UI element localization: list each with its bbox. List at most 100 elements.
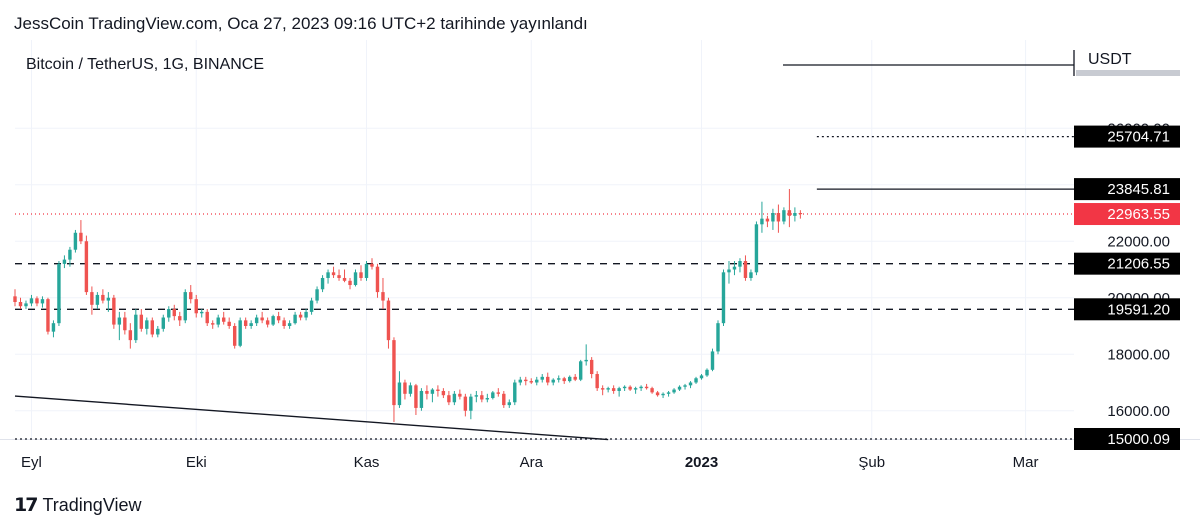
candle — [364, 261, 369, 281]
candle-body — [364, 263, 369, 278]
candle-body — [46, 299, 50, 332]
candle-body — [293, 314, 297, 324]
candle — [216, 314, 220, 328]
candle-body — [348, 280, 352, 286]
candle — [716, 320, 720, 355]
candle-body — [232, 326, 237, 346]
candle-body — [221, 317, 226, 322]
candle — [200, 309, 204, 318]
candle-body — [29, 298, 34, 304]
candle-body — [463, 396, 468, 411]
candle-body — [337, 275, 341, 278]
candle — [342, 269, 347, 283]
candle — [293, 311, 297, 325]
candle — [320, 275, 325, 293]
candle — [172, 304, 176, 321]
candle — [29, 294, 34, 307]
candle-body — [194, 299, 198, 314]
candle-body — [211, 323, 215, 325]
candle-body — [51, 323, 56, 332]
candle-body — [13, 296, 17, 302]
candle-body — [705, 369, 709, 376]
candle — [254, 314, 259, 326]
x-tick-label: Eki — [186, 454, 207, 471]
candle — [414, 383, 418, 415]
candle-body — [95, 294, 100, 305]
candle — [167, 306, 171, 322]
candle-body — [469, 396, 473, 411]
trendline — [14, 395, 609, 441]
candle — [452, 390, 457, 406]
candle — [243, 317, 248, 329]
candle — [13, 289, 17, 307]
candle — [46, 297, 50, 335]
candle-body — [771, 213, 775, 222]
candle — [491, 390, 495, 400]
candle — [359, 265, 363, 281]
candle — [546, 372, 550, 386]
candle-body — [573, 376, 577, 380]
candle — [562, 376, 566, 384]
x-tick-label: Eyl — [21, 454, 42, 471]
candle — [529, 378, 533, 384]
candle-body — [716, 323, 720, 352]
candle-body — [562, 378, 566, 382]
candle-body — [309, 300, 314, 312]
candle-body — [502, 393, 506, 406]
price-badge — [1074, 252, 1180, 275]
candle — [183, 289, 187, 324]
candle — [513, 379, 517, 406]
candle — [666, 390, 671, 397]
publish-line: JessCoin TradingView.com, Oca 27, 2023 0… — [14, 14, 588, 33]
candle-body — [265, 320, 270, 325]
candle-body — [205, 311, 209, 324]
candle — [18, 297, 23, 310]
candle — [622, 385, 627, 391]
candle-body — [167, 309, 171, 318]
candle — [721, 269, 726, 326]
candle — [710, 348, 715, 372]
candle — [557, 375, 561, 383]
candle — [485, 393, 490, 403]
x-tick-label: Mar — [1013, 454, 1039, 471]
candle-body — [540, 376, 544, 380]
candle-body — [419, 390, 424, 408]
footer-brand[interactable]: 17 TradingView — [14, 494, 142, 516]
candle — [447, 390, 451, 406]
candle-body — [480, 395, 484, 400]
candle-body — [688, 382, 693, 386]
candle — [397, 371, 402, 408]
candle-body — [40, 299, 45, 304]
candle-body — [392, 340, 396, 406]
candle-body — [62, 259, 67, 264]
candle — [123, 311, 127, 335]
candle-body — [661, 393, 665, 396]
candle-body — [35, 298, 39, 304]
price-badge — [1074, 298, 1180, 321]
candle — [600, 385, 605, 396]
candle-body — [622, 386, 627, 389]
candle-body — [787, 210, 792, 216]
candle-body — [172, 309, 176, 317]
candle — [260, 311, 264, 324]
candle-body — [760, 218, 764, 225]
candle — [683, 383, 687, 390]
candle-body — [666, 392, 671, 394]
candle-body — [595, 374, 599, 389]
candle — [480, 390, 484, 403]
candle — [287, 320, 292, 329]
candle-body — [238, 320, 242, 346]
candle — [24, 300, 28, 310]
candle-body — [200, 311, 204, 314]
candle-body — [178, 316, 182, 321]
candle — [232, 323, 237, 349]
candle — [309, 297, 314, 315]
price-badge-label: 19591.20 — [1107, 301, 1170, 318]
candle — [40, 296, 45, 308]
candle — [315, 286, 319, 304]
candle-body — [342, 277, 347, 281]
candle-body — [90, 292, 94, 305]
candle-body — [606, 388, 610, 390]
candle-body — [112, 297, 116, 325]
